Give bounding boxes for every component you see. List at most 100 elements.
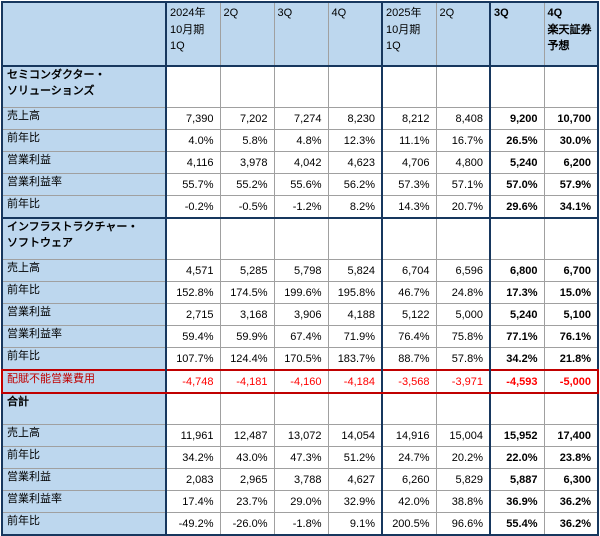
value-cell: 77.1% [489,325,545,348]
value-cell: 16.7% [435,129,491,152]
empty-cell [273,217,329,260]
value-cell: 7,390 [165,107,221,130]
value-cell: 57.8% [435,347,491,371]
value-cell: 5,240 [489,303,545,326]
column-header: 2Q [219,1,275,67]
empty-cell [489,392,545,425]
value-cell: 5,887 [489,468,545,491]
value-cell: 4,571 [165,259,221,282]
value-cell: 4,623 [327,151,383,174]
row-label: セミコンダクター・ ソリューションズ [1,65,167,108]
value-cell: 14,054 [327,424,383,447]
data-row: 営業利益 2,715 3,168 3,906 4,188 5,122 5,000 5,240 5… [1,303,599,326]
row-label: 配賦不能営業費用 [1,369,167,394]
column-header: 3Q [273,1,329,67]
value-cell: -1.8% [273,512,329,536]
value-cell: 24.7% [381,446,437,469]
value-cell: 6,704 [381,259,437,282]
value-cell: 2,715 [165,303,221,326]
value-cell: 6,700 [543,259,599,282]
value-cell: 5,100 [543,303,599,326]
value-cell: 51.2% [327,446,383,469]
row-label: 前年比 [1,195,167,219]
empty-cell [381,65,437,108]
value-cell: 32.9% [327,490,383,513]
value-cell: 12,487 [219,424,275,447]
empty-cell [435,217,491,260]
value-cell: -0.2% [165,195,221,219]
value-cell: 8.2% [327,195,383,219]
empty-cell [489,65,545,108]
column-header: 2025年 10月期 1Q [381,1,437,67]
value-cell: 15,004 [435,424,491,447]
value-cell: 22.0% [489,446,545,469]
value-cell: 46.7% [381,281,437,304]
value-cell: -3,971 [435,369,491,394]
section-row: セミコンダクター・ ソリューションズ [1,65,599,108]
data-row: 前年比 4.0% 5.8% 4.8% 12.3% 11.1% 16.7% 26.5% 30.0% [1,129,599,152]
value-cell: 23.8% [543,446,599,469]
row-label: 売上高 [1,107,167,130]
value-cell: 9.1% [327,512,383,536]
value-cell: -0.5% [219,195,275,219]
value-cell: 9,200 [489,107,545,130]
value-cell: 57.1% [435,173,491,196]
value-cell: -4,748 [165,369,221,394]
value-cell: -3,568 [381,369,437,394]
data-row: 営業利益 4,116 3,978 4,042 4,623 4,706 4,800 5,240 6… [1,151,599,174]
value-cell: 29.6% [489,195,545,219]
value-cell: -49.2% [165,512,221,536]
value-cell: 5,000 [435,303,491,326]
value-cell: 6,596 [435,259,491,282]
value-cell: 5,122 [381,303,437,326]
data-row: 営業利益率 59.4% 59.9% 67.4% 71.9% 76.4% 75.8% 77.1%… [1,325,599,348]
value-cell: -26.0% [219,512,275,536]
empty-cell [381,217,437,260]
data-row: 営業利益 2,083 2,965 3,788 4,627 6,260 5,829 5,887 6… [1,468,599,491]
value-cell: 96.6% [435,512,491,536]
value-cell: 4,188 [327,303,383,326]
empty-cell [327,392,383,425]
value-cell: -5,000 [543,369,599,394]
row-label: 営業利益率 [1,173,167,196]
value-cell: 199.6% [273,281,329,304]
unallocated-expense-row: 配賦不能営業費用 -4,748 -4,181 -4,160 -4,184 -3,568 -3… [1,369,599,394]
value-cell: -4,160 [273,369,329,394]
empty-cell [219,65,275,108]
data-row: 前年比 -49.2% -26.0% -1.8% 9.1% 200.5% 96.6% 55.4%… [1,512,599,536]
value-cell: 4,706 [381,151,437,174]
empty-cell [165,392,221,425]
value-cell: 183.7% [327,347,383,371]
value-cell: 29.0% [273,490,329,513]
empty-cell [273,392,329,425]
empty-cell [543,217,599,260]
value-cell: 57.3% [381,173,437,196]
value-cell: 3,788 [273,468,329,491]
value-cell: 75.8% [435,325,491,348]
value-cell: 56.2% [327,173,383,196]
row-label: 前年比 [1,446,167,469]
value-cell: 5.8% [219,129,275,152]
data-row: 営業利益率 17.4% 23.7% 29.0% 32.9% 42.0% 38.8% 36.9%… [1,490,599,513]
empty-cell [435,392,491,425]
value-cell: 6,300 [543,468,599,491]
value-cell: 34.2% [489,347,545,371]
empty-cell [435,65,491,108]
column-header: 4Q 楽天証券 予想 [543,1,599,67]
column-header: 2Q [435,1,491,67]
value-cell: 26.5% [489,129,545,152]
value-cell: 7,202 [219,107,275,130]
value-cell: 43.0% [219,446,275,469]
value-cell: 170.5% [273,347,329,371]
value-cell: 10,700 [543,107,599,130]
value-cell: 5,798 [273,259,329,282]
value-cell: 15,952 [489,424,545,447]
value-cell: 4,116 [165,151,221,174]
value-cell: 3,906 [273,303,329,326]
value-cell: 5,829 [435,468,491,491]
data-row: 売上高 7,390 7,202 7,274 8,230 8,212 8,408 9,200 10… [1,107,599,130]
value-cell: 20.7% [435,195,491,219]
row-label: 営業利益 [1,303,167,326]
